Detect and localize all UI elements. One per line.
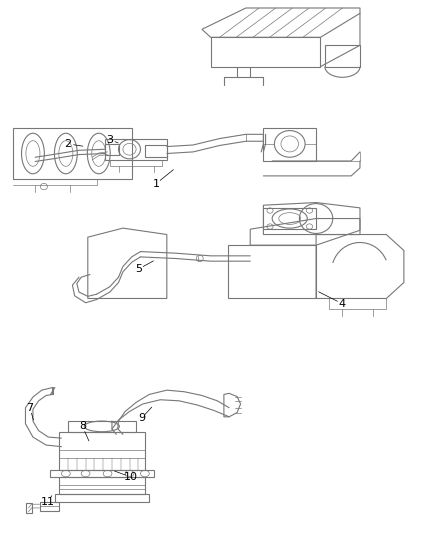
Text: 5: 5 [134, 264, 141, 274]
Text: 3: 3 [106, 135, 113, 144]
Text: 1: 1 [152, 179, 159, 189]
Text: 4: 4 [338, 299, 345, 309]
Text: 11: 11 [40, 497, 54, 507]
Text: 10: 10 [124, 472, 138, 482]
Text: 9: 9 [138, 414, 145, 423]
Text: 7: 7 [26, 403, 33, 413]
Text: 8: 8 [79, 422, 86, 431]
Text: 2: 2 [64, 139, 71, 149]
